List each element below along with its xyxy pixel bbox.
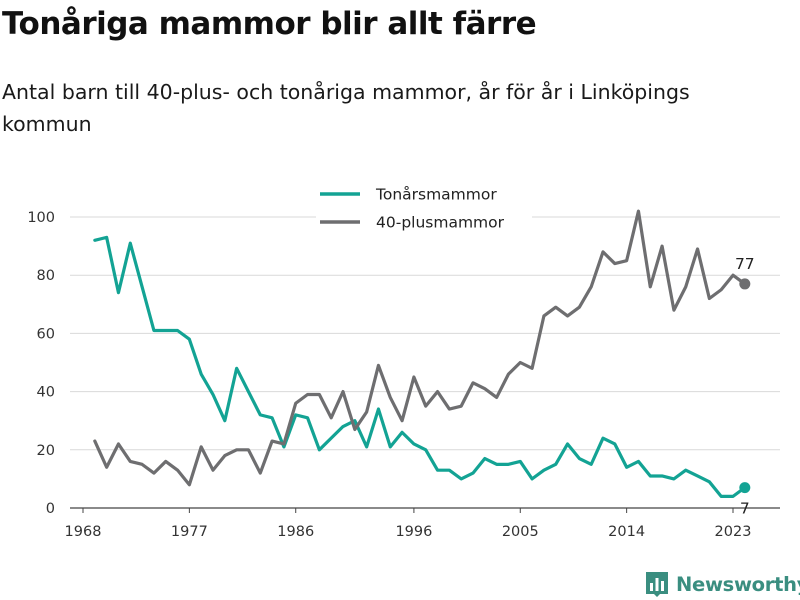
end-value-label-0: 7 <box>740 500 750 518</box>
y-tick-label-80: 80 <box>37 268 55 284</box>
x-tick-label-1986: 1986 <box>277 524 314 540</box>
end-value-label-1: 77 <box>735 255 755 273</box>
chart-subtitle: Antal barn till 40-plus- och tonåriga ma… <box>2 80 690 136</box>
brand-name: Newsworthy <box>676 572 800 596</box>
legend: Tonårsmammor 40-plusmammor <box>316 178 532 242</box>
x-tick-label-2014: 2014 <box>608 524 645 540</box>
series-lines <box>93 209 751 498</box>
x-tick-label-1968: 1968 <box>65 524 102 540</box>
series-line-0 <box>93 235 747 498</box>
series-end-point-1 <box>739 278 751 290</box>
end-labels: 777 <box>735 255 755 518</box>
x-tick-label-2005: 2005 <box>502 524 539 540</box>
y-tick-label-0: 0 <box>46 501 55 517</box>
axes: 0 20 40 60 80 100 1968 1977 1986 1996 2005 2014 2023 <box>27 210 780 540</box>
series-line-1 <box>93 209 747 487</box>
legend-label-0: Tonårsmammor <box>375 186 497 204</box>
x-tick-label-1996: 1996 <box>395 524 432 540</box>
y-tick-label-20: 20 <box>37 443 55 459</box>
gridlines <box>70 216 780 451</box>
x-tick-label-2023: 2023 <box>715 524 752 540</box>
series-end-point-0 <box>739 482 751 494</box>
x-tick-label-1977: 1977 <box>171 524 208 540</box>
legend-label-1: 40-plusmammor <box>376 214 505 232</box>
chart-title: Tonåriga mammor blir allt färre <box>2 6 537 42</box>
y-tick-label-40: 40 <box>37 385 55 401</box>
bar-chart-logo-icon <box>646 572 668 597</box>
legend-background <box>316 178 532 242</box>
brand-logo: Newsworthy <box>644 569 800 599</box>
y-tick-label-60: 60 <box>37 326 55 342</box>
y-tick-label-100: 100 <box>27 210 55 226</box>
